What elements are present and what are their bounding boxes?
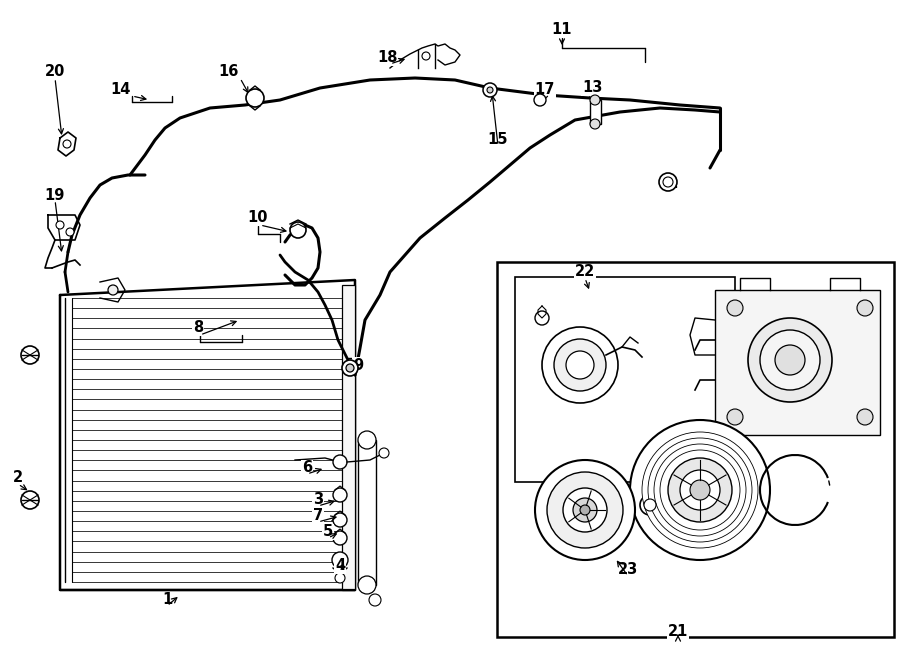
Circle shape (660, 450, 740, 530)
Text: 23: 23 (618, 563, 638, 578)
Text: 8: 8 (193, 321, 203, 336)
Circle shape (680, 470, 720, 510)
Circle shape (21, 346, 39, 364)
Circle shape (379, 448, 389, 458)
Circle shape (648, 438, 752, 542)
Circle shape (346, 364, 354, 372)
Text: 2: 2 (13, 471, 23, 485)
Circle shape (487, 87, 493, 93)
Bar (358, 440, 376, 585)
Bar (342, 285, 355, 590)
Circle shape (21, 491, 39, 509)
Circle shape (358, 576, 376, 594)
Circle shape (642, 432, 758, 548)
Circle shape (690, 480, 710, 500)
Circle shape (66, 228, 74, 236)
Circle shape (640, 495, 660, 515)
Text: 16: 16 (218, 65, 238, 79)
Bar (590, 100, 601, 124)
Circle shape (630, 420, 770, 560)
Text: 11: 11 (552, 22, 572, 38)
Circle shape (534, 94, 546, 106)
Circle shape (542, 327, 618, 403)
Circle shape (335, 573, 345, 583)
Circle shape (56, 221, 64, 229)
Circle shape (358, 431, 376, 449)
Circle shape (333, 513, 347, 527)
Circle shape (580, 505, 590, 515)
Circle shape (333, 455, 347, 469)
Circle shape (668, 458, 732, 522)
Text: 22: 22 (575, 264, 595, 280)
Text: 21: 21 (668, 625, 688, 639)
Circle shape (590, 119, 600, 129)
Bar (497, 262, 894, 637)
Text: 14: 14 (110, 83, 130, 98)
Circle shape (547, 472, 623, 548)
Circle shape (290, 222, 306, 238)
Circle shape (644, 499, 656, 511)
Circle shape (483, 83, 497, 97)
Circle shape (554, 339, 606, 391)
Text: 19: 19 (45, 188, 65, 202)
Circle shape (748, 318, 832, 402)
Text: 15: 15 (488, 132, 508, 147)
Text: 17: 17 (535, 83, 555, 98)
Circle shape (63, 140, 71, 148)
Circle shape (775, 345, 805, 375)
Circle shape (727, 300, 743, 316)
Circle shape (857, 300, 873, 316)
Circle shape (535, 311, 549, 325)
Circle shape (663, 177, 673, 187)
Text: 12: 12 (658, 176, 679, 190)
Text: 5: 5 (323, 524, 333, 539)
Bar (715, 290, 880, 435)
Text: 9: 9 (353, 358, 363, 373)
Circle shape (108, 285, 118, 295)
Text: 20: 20 (45, 65, 65, 79)
Circle shape (573, 498, 597, 522)
Circle shape (535, 460, 635, 560)
Circle shape (654, 444, 746, 536)
Circle shape (566, 351, 594, 379)
Circle shape (332, 552, 348, 568)
Circle shape (659, 173, 677, 191)
Text: 4: 4 (335, 559, 345, 574)
Circle shape (342, 360, 358, 376)
Circle shape (760, 330, 820, 390)
Circle shape (333, 488, 347, 502)
Text: 6: 6 (302, 461, 312, 475)
Circle shape (727, 409, 743, 425)
Circle shape (369, 594, 381, 606)
Text: 13: 13 (581, 81, 602, 95)
Text: 18: 18 (378, 50, 398, 65)
Bar (515, 277, 735, 482)
Circle shape (246, 89, 264, 107)
Text: 7: 7 (313, 508, 323, 524)
Circle shape (563, 488, 607, 532)
Circle shape (333, 531, 347, 545)
Circle shape (422, 52, 430, 60)
Text: 3: 3 (313, 492, 323, 508)
Text: 1: 1 (162, 592, 172, 607)
Circle shape (590, 95, 600, 105)
Text: 10: 10 (248, 210, 268, 225)
Circle shape (857, 409, 873, 425)
